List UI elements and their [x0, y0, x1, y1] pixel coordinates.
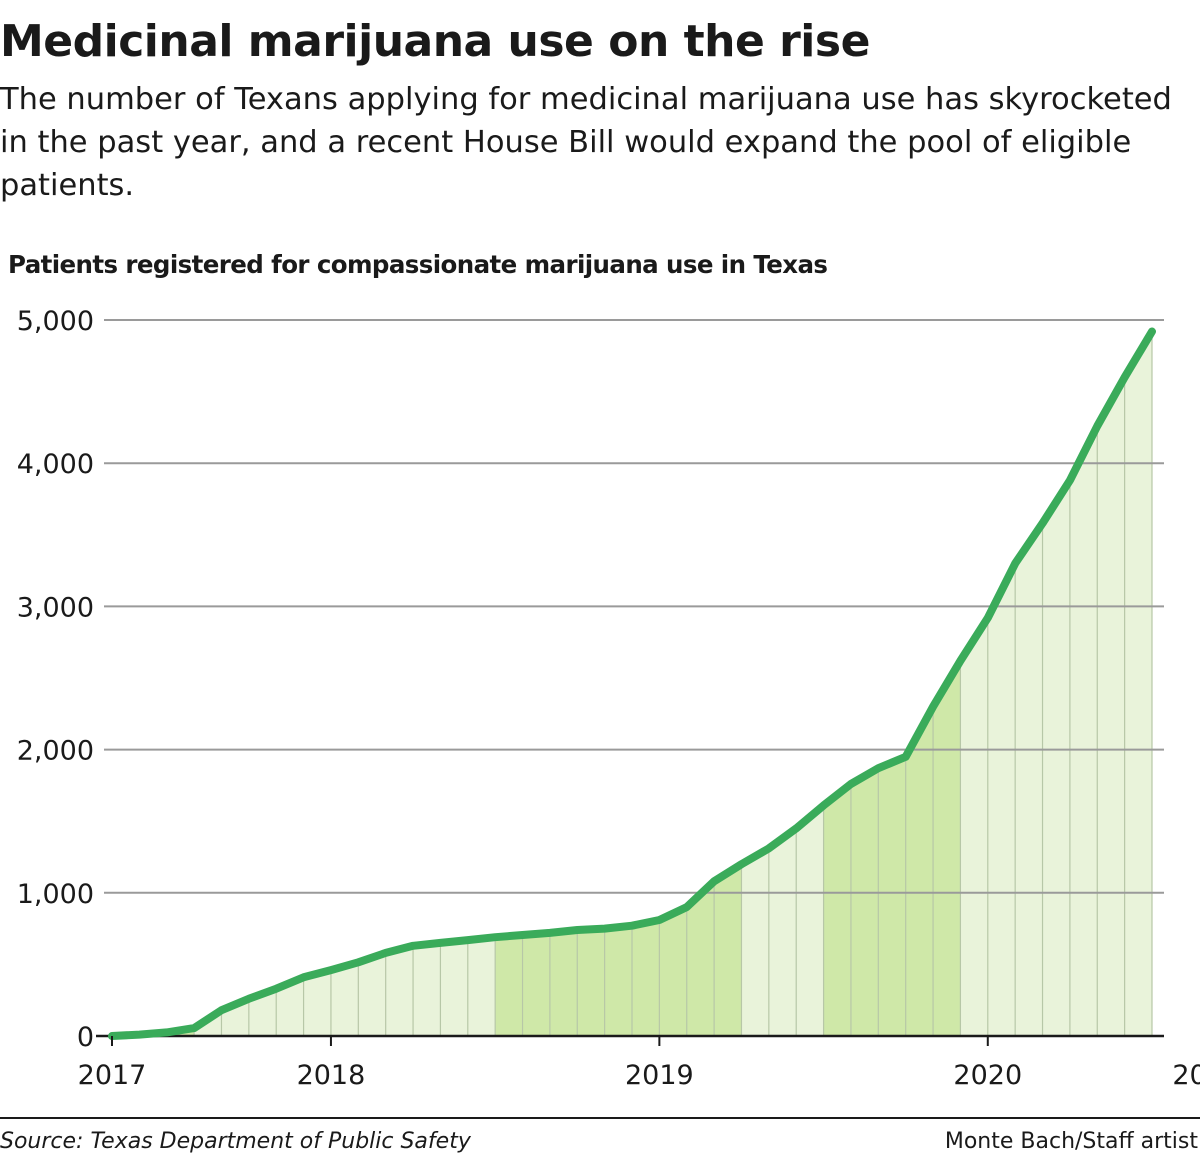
source-note: Source: Texas Department of Public Safet…: [0, 1129, 471, 1154]
x-tick-label: 2021: [1172, 1060, 1200, 1091]
area-band: [960, 331, 1152, 1036]
x-tick-label: 2017: [78, 1060, 147, 1091]
gridlines-group: [96, 319, 1164, 1038]
y-tick-label: 2,000: [17, 736, 94, 767]
area-band: [495, 864, 742, 1036]
x-tick-label: 2020: [953, 1060, 1022, 1091]
area-band: [194, 937, 496, 1036]
y-tick-label: 1,000: [17, 879, 94, 910]
y-tick-label: 0: [77, 1022, 94, 1053]
y-axis-ticks-group: 0 1,000 2,000 3,000 4,000 5,000: [17, 306, 94, 1053]
footer-divider: [0, 1117, 1200, 1119]
page-subtitle: The number of Texans applying for medici…: [0, 82, 1172, 203]
chart-title: Patients registered for compassionate ma…: [8, 250, 828, 279]
page-title: Medicinal marijuana use on the rise: [0, 16, 870, 67]
x-tick-label: 2018: [297, 1060, 366, 1091]
x-axis-ticks-group: 2017 2018 2019 2020 2021: [78, 1036, 1200, 1091]
area-band: [823, 660, 961, 1036]
series-line-group: [108, 327, 1156, 1040]
area-band: [741, 805, 824, 1036]
area-fill-group: [112, 331, 1152, 1036]
x-tick-label: 2019: [625, 1060, 694, 1091]
y-tick-label: 3,000: [17, 592, 94, 623]
y-tick-label: 4,000: [17, 449, 94, 480]
artist-credit: Monte Bach/Staff artist: [944, 1129, 1198, 1154]
y-tick-label: 5,000: [17, 306, 94, 337]
series-line: [108, 327, 1156, 1040]
